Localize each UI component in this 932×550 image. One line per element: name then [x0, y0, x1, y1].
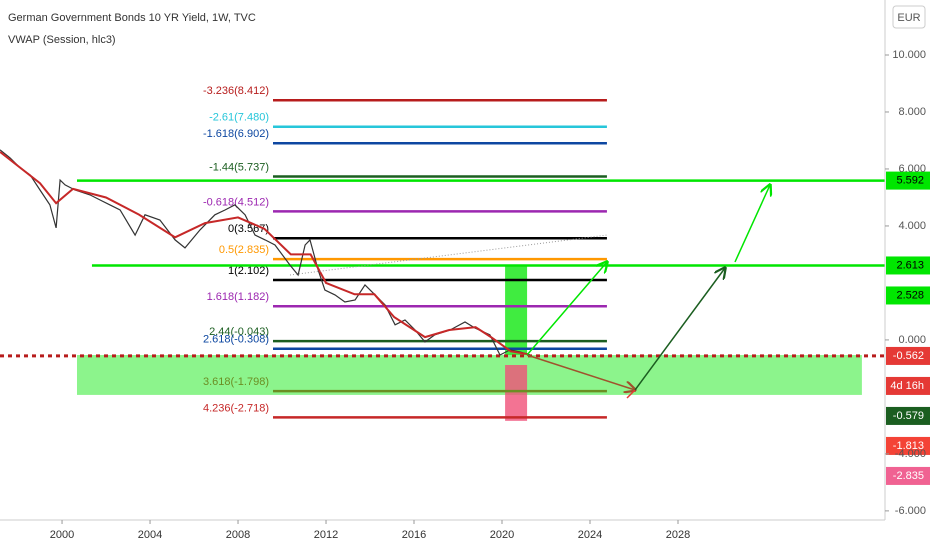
price-label: 4d 16h — [890, 380, 924, 392]
x-tick-label: 2020 — [490, 529, 514, 541]
arrow — [734, 185, 770, 263]
x-tick-label: 2000 — [50, 529, 74, 541]
price-label: -0.579 — [893, 410, 924, 422]
fib-label: -2.61(7.480) — [209, 112, 269, 124]
x-tick-label: 2012 — [314, 529, 338, 541]
x-tick-label: 2004 — [138, 529, 162, 541]
annotation-arrows — [289, 185, 770, 399]
y-tick-label: 10.000 — [892, 49, 926, 61]
arrow — [526, 354, 635, 390]
price-label: 2.613 — [896, 259, 924, 271]
x-tick-label: 2008 — [226, 529, 250, 541]
zone — [505, 364, 528, 421]
y-tick-label: 6.000 — [898, 163, 926, 175]
fib-label: -1.618(6.902) — [203, 128, 269, 140]
series-line — [0, 149, 531, 356]
zone — [505, 264, 528, 356]
currency: EUR — [897, 12, 920, 24]
arrow — [626, 389, 636, 399]
x-tick-label: 2016 — [402, 529, 426, 541]
price-label-box — [886, 171, 930, 190]
fib-label: 3.618(-1.798) — [203, 376, 269, 388]
y-tick-label: 0.000 — [898, 334, 926, 346]
price-label-box — [886, 376, 930, 395]
fib-label: -3.236(8.412) — [203, 85, 269, 97]
fib-label: -1.44(5.737) — [209, 161, 269, 173]
price-label: -1.813 — [893, 440, 924, 452]
x-tick-label: 2028 — [666, 529, 690, 541]
plot-area: -3.236(8.412) -2.61(7.480) -1.618(6.902) -1… — [0, 85, 885, 421]
trend-line — [289, 234, 608, 276]
price-label-box — [886, 256, 930, 275]
fib-label: 1(2.102) — [228, 265, 269, 277]
y-tick-label: -6.000 — [895, 505, 926, 517]
zone — [76, 355, 862, 395]
arrow — [634, 268, 725, 391]
price-label-box — [886, 436, 930, 455]
price-label: 5.592 — [896, 174, 924, 186]
arrow — [526, 262, 607, 356]
fib-label: 0.5(2.835) — [219, 244, 269, 256]
price-label: -2.835 — [893, 470, 924, 482]
fib-label: 4.236(-2.718) — [203, 402, 269, 414]
y-tick-label: 4.000 — [898, 220, 926, 232]
price-label-box — [886, 406, 930, 425]
fib-label: -0.618(4.512) — [203, 196, 269, 208]
currency-box[interactable] — [892, 5, 926, 29]
series-line — [0, 151, 529, 356]
price-label-box — [886, 346, 930, 365]
price-label: -0.562 — [893, 350, 924, 362]
price-label-box — [886, 466, 930, 485]
y-tick-label: 8.000 — [898, 106, 926, 118]
x-tick-label: 2024 — [578, 529, 602, 541]
legend-entry: German Government Bonds 10 YR Yield, 1W,… — [8, 12, 256, 24]
y-tick-label: -4.000 — [895, 448, 926, 460]
legend-entry: VWAP (Session, hlc3) — [8, 34, 116, 46]
fib-label: 2.618(-0.308) — [203, 334, 269, 346]
fib-label: 1.618(1.182) — [207, 291, 269, 303]
price-label: 2.528 — [896, 289, 924, 301]
price-label-box — [886, 286, 930, 305]
fib-label: 2.44(-0.043) — [209, 326, 269, 338]
